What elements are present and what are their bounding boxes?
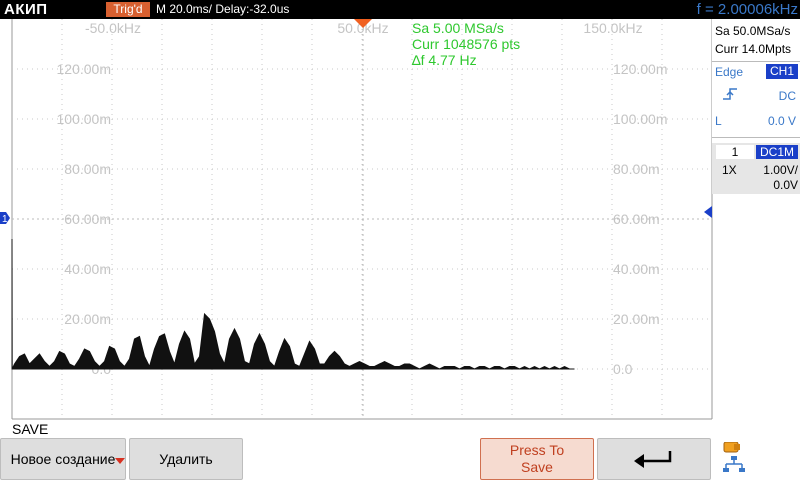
rising-edge-icon: [723, 88, 737, 100]
submenu-arrow-icon: [115, 458, 125, 464]
channel-offset: 0.0V: [773, 178, 798, 192]
trigger-level-label: L: [715, 114, 722, 128]
trigger-level-value[interactable]: 0.0 V: [767, 114, 796, 128]
y-tick-label-right: 100.00m: [613, 111, 667, 127]
trigger-coupling[interactable]: DC: [778, 89, 796, 103]
fft-points: Curr 1048576 pts: [412, 36, 521, 52]
volts-per-div: 1.00V/: [763, 163, 798, 177]
channel-coupling-badge: DC1M: [756, 145, 798, 159]
channel-1-marker[interactable]: 1: [0, 212, 10, 225]
frequency-readout: f = 2.00006kHz: [696, 1, 798, 18]
acq-memory-depth: Curr 14.0Mpts: [715, 42, 792, 56]
y-tick-label-right: 40.00m: [613, 261, 660, 277]
probe-attenuation: 1X: [722, 163, 737, 177]
top-status-bar: АКИП Trig'd M 20.0ms/ Delay:-32.0us f = …: [0, 0, 800, 19]
trigger-level-marker[interactable]: [704, 206, 712, 218]
acq-sample-rate: Sa 50.0MSa/s: [715, 24, 791, 38]
press-to-save-line2: Save: [521, 459, 553, 475]
y-tick-label-right: 120.00m: [613, 61, 667, 77]
y-tick-label-left: 80.00m: [64, 161, 111, 177]
channel-1-marker-label: 1: [2, 214, 8, 225]
trigger-status-badge: Trig'd: [106, 2, 150, 17]
trigger-source-badge[interactable]: CH1: [766, 64, 798, 79]
fft-info-overlay: Sa 5.00 MSa/s Curr 1048576 pts ∆f 4.77 H…: [412, 20, 520, 68]
y-tick-label-left: 20.00m: [64, 311, 111, 327]
y-tick-label-left: 100.00m: [57, 111, 111, 127]
fft-delta-f: ∆f 4.77 Hz: [412, 52, 477, 68]
y-tick-label-right: 20.00m: [613, 311, 660, 327]
tick-labels: -50.0kHz50.0kHz150.0kHz120.00m120.00m100…: [57, 20, 668, 377]
delete-button[interactable]: Удалить: [129, 438, 243, 480]
divider: [712, 61, 800, 62]
timebase-readout: M 20.0ms/ Delay:-32.0us: [156, 2, 290, 16]
fft-sample-rate: Sa 5.00 MSa/s: [412, 20, 504, 36]
new-file-label: Новое создание: [10, 451, 116, 467]
usb-status-button[interactable]: [714, 438, 800, 480]
y-tick-label-right: 80.00m: [613, 161, 660, 177]
spectrum-display[interactable]: -50.0kHz50.0kHz150.0kHz120.00m120.00m100…: [0, 19, 800, 420]
x-tick-label: -50.0kHz: [85, 20, 141, 36]
new-file-button[interactable]: Новое создание: [0, 438, 126, 480]
channel-1-info[interactable]: 1 DC1M 1X 1.00V/ 0.0V: [712, 143, 800, 194]
x-tick-label: 150.0kHz: [583, 20, 642, 36]
y-tick-label-right: 60.00m: [613, 211, 660, 227]
spectrum-trace: [11, 238, 575, 370]
channel-number: 1: [716, 145, 754, 159]
return-arrow-icon: [634, 451, 672, 468]
back-button[interactable]: [597, 438, 711, 480]
brand-logo: АКИП: [4, 1, 48, 18]
y-tick-label-left: 120.00m: [57, 61, 111, 77]
press-to-save-button[interactable]: Press To Save: [480, 438, 594, 480]
y-tick-label-right: 0.0: [613, 361, 633, 377]
press-to-save-line1: Press To: [509, 442, 565, 458]
trigger-type[interactable]: Edge: [715, 65, 744, 79]
right-info-panel: Sa 50.0MSa/s Curr 14.0Mpts Edge CH1 DC L…: [712, 19, 800, 194]
divider: [712, 137, 800, 138]
trigger-position-marker[interactable]: [354, 19, 372, 28]
menu-title-bar: SAVE: [0, 420, 800, 438]
y-tick-label-left: 40.00m: [64, 261, 111, 277]
usb-network-icon: [723, 442, 745, 472]
delete-label: Удалить: [159, 451, 213, 467]
y-tick-label-left: 60.00m: [64, 211, 111, 227]
menu-title: SAVE: [12, 421, 49, 437]
